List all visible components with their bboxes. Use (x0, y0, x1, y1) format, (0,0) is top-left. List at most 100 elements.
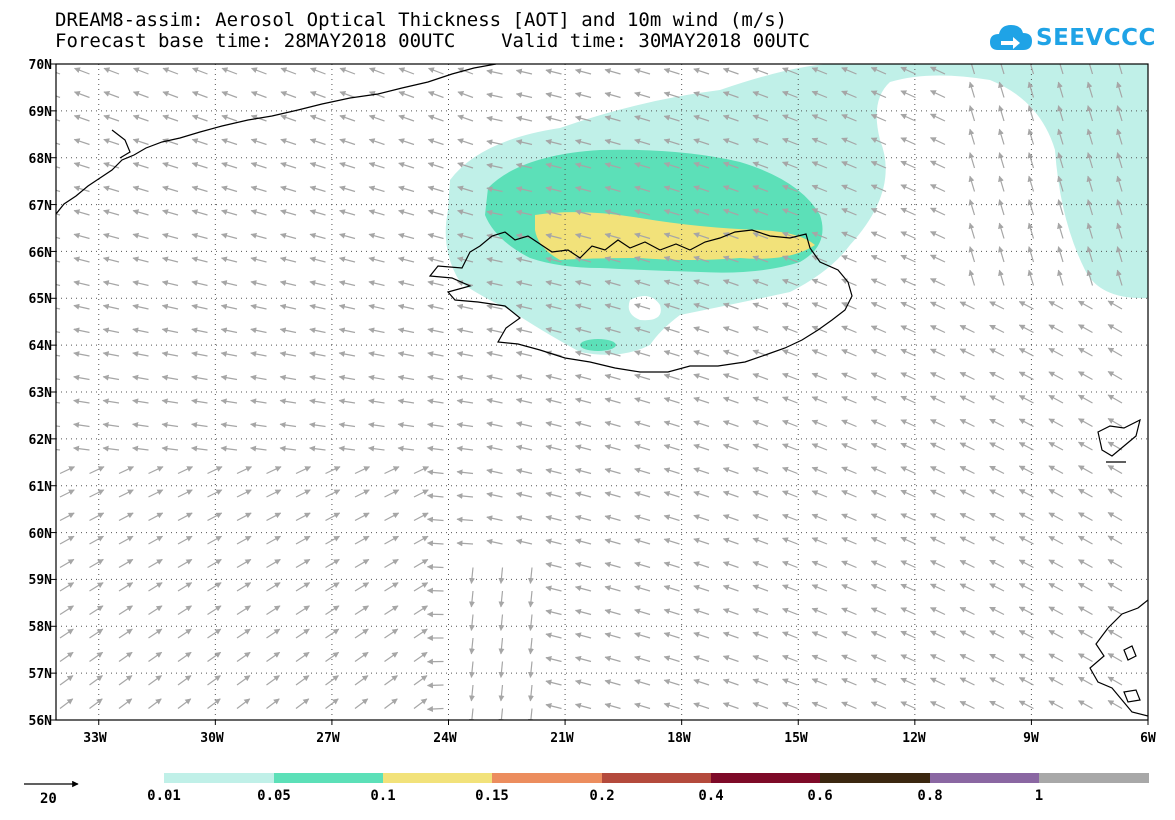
wind-arrow (295, 698, 310, 709)
wind-arrow (118, 651, 133, 662)
wind-arrow (693, 114, 710, 122)
wind-arrow (693, 279, 710, 287)
wind-arrow (486, 280, 503, 287)
wind-arrow (56, 378, 61, 381)
wind-arrow (663, 631, 680, 639)
wind-arrow (929, 654, 946, 663)
wind-arrow (998, 64, 1005, 75)
wind-arrow (1116, 175, 1123, 192)
wind-arrow (486, 327, 503, 334)
wind-arrow (929, 701, 946, 710)
wind-arrow (368, 398, 385, 405)
wind-arrow (221, 114, 238, 122)
wind-arrow (309, 114, 326, 122)
wind-arrow (870, 583, 887, 592)
wind-arrow (574, 373, 592, 381)
wind-arrow (998, 105, 1005, 122)
wind-arrow (663, 185, 680, 193)
wind-arrow (752, 161, 769, 169)
wind-arrow (177, 558, 193, 569)
wind-arrow (486, 538, 503, 545)
wind-arrow (368, 161, 385, 169)
wind-arrow (634, 632, 651, 639)
wind-arrow (545, 280, 562, 287)
wind-arrow (968, 199, 976, 216)
wind-arrow (545, 139, 562, 146)
wind-arrow (339, 114, 356, 122)
wind-arrow (354, 605, 369, 616)
wind-arrow (722, 655, 739, 663)
wind-arrow (295, 535, 311, 545)
wind-arrow (998, 175, 1005, 192)
wind-arrow (693, 349, 710, 357)
colorbar-label: 0.05 (257, 788, 291, 804)
wind-arrow (1027, 64, 1035, 75)
wind-arrow (1116, 64, 1123, 75)
wind-arrow (221, 185, 238, 193)
wind-arrow (397, 303, 415, 310)
wind-arrow (102, 280, 120, 287)
wind-arrow (102, 398, 120, 405)
wind-arrow (266, 675, 280, 686)
wind-arrow (295, 582, 311, 592)
wind-arrow (413, 466, 430, 475)
wind-arrow (207, 558, 222, 569)
colorbar-label: 0.15 (475, 788, 509, 804)
wind-arrow (354, 558, 370, 569)
wind-arrow (841, 372, 857, 381)
wind-arrow (545, 562, 562, 569)
wind-arrow (132, 398, 149, 405)
wind-arrow (1018, 442, 1034, 451)
wind-arrow (634, 444, 651, 451)
wind-arrow (1107, 488, 1123, 498)
wind-arrow (191, 374, 208, 381)
wind-arrow (220, 327, 238, 334)
wind-arrow (250, 351, 267, 357)
wind-arrow (456, 351, 474, 357)
wind-arrow (309, 327, 326, 334)
wind-arrow (634, 350, 651, 357)
wind-arrow (103, 209, 120, 216)
wind-arrow (663, 91, 680, 99)
wind-arrow (1078, 465, 1093, 475)
graticule (56, 64, 1148, 720)
wind-arrow (811, 231, 828, 240)
wind-arrow (73, 138, 90, 146)
wind-arrow (486, 444, 503, 451)
wind-arrow (56, 307, 61, 310)
wind-arrow (900, 701, 916, 710)
wind-arrow (693, 443, 710, 451)
wind-arrow (56, 236, 61, 240)
wind-arrow (722, 91, 739, 99)
wind-arrow (782, 678, 798, 686)
wind-arrow (1116, 128, 1123, 145)
wind-arrow (73, 67, 90, 75)
colorbar-swatch (383, 773, 493, 783)
wind-reference: 20 (24, 780, 79, 807)
wind-arrow (900, 466, 916, 475)
wind-arrow (634, 397, 651, 404)
wind-arrow (162, 209, 179, 216)
wind-arrow (959, 606, 975, 616)
wind-arrow (722, 349, 739, 357)
wind-arrow (427, 185, 444, 193)
wind-arrow (266, 466, 282, 475)
colorbar-swatch (711, 773, 821, 783)
wind-arrow (811, 654, 828, 663)
wind-arrow (250, 445, 267, 452)
wind-arrow (752, 396, 769, 404)
wind-arrow (1048, 371, 1064, 381)
wind-arrow (1027, 222, 1035, 239)
wind-arrow (929, 419, 946, 428)
wind-arrow (220, 280, 238, 287)
wind-arrow (782, 278, 798, 287)
wind-arrow (870, 325, 887, 334)
wind-arrow (89, 512, 105, 522)
wind-arrow (486, 162, 503, 169)
wind-arrow (339, 138, 356, 146)
wind-arrow (295, 558, 311, 569)
wind-arrow (959, 630, 975, 639)
wind-arrow (457, 185, 474, 193)
lat-label: 65N (29, 292, 53, 307)
colorbar-swatch (1039, 773, 1149, 783)
